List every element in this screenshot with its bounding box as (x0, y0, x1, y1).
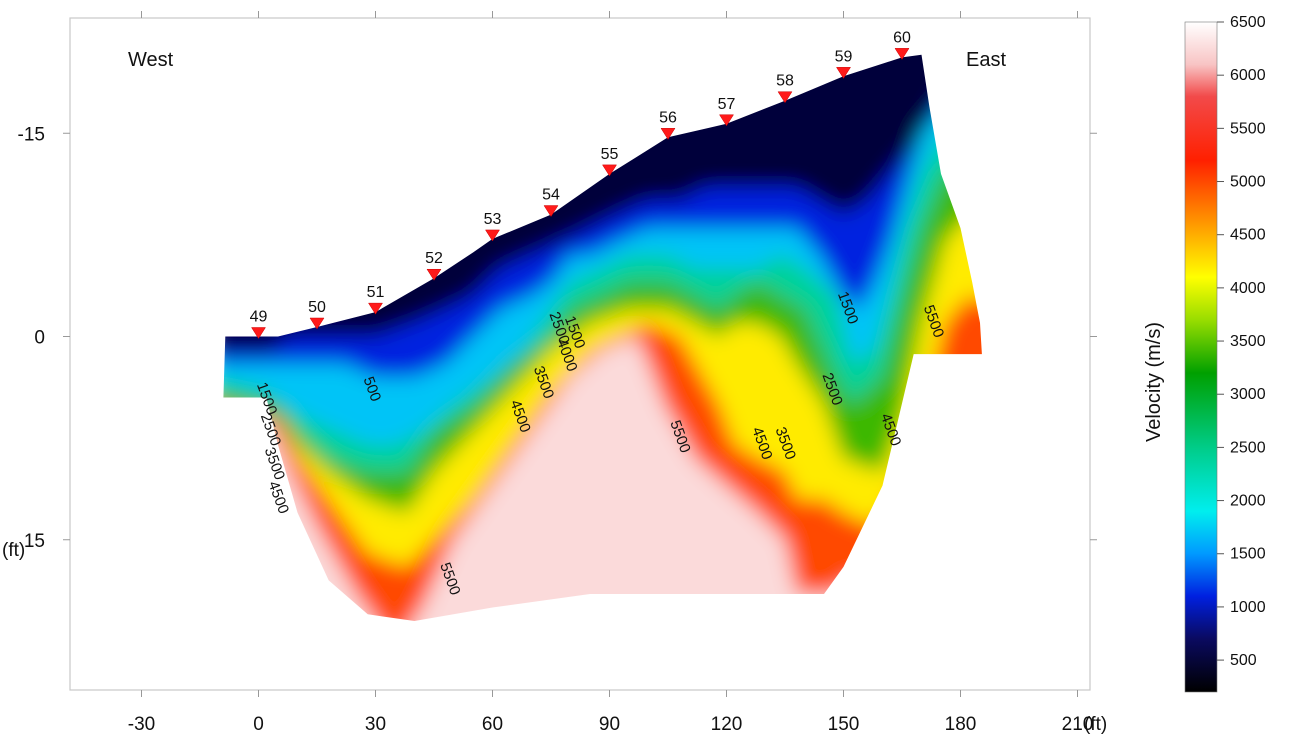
station-label: 53 (484, 211, 502, 228)
x-tick-label: 60 (482, 714, 503, 735)
x-tick-label: 120 (711, 714, 743, 735)
station-label: 57 (718, 96, 736, 113)
x-tick-labels: -30 0 30 60 90 120 150 180 210 (128, 714, 1094, 735)
x-unit-label: (ft) (1084, 714, 1107, 735)
x-tick-label: 150 (828, 714, 860, 735)
west-annotation: West (128, 49, 174, 71)
station-marker (368, 302, 383, 315)
colorbar-scale (1184, 21, 1218, 693)
colorbar-label: Velocity (m/s) (1143, 322, 1165, 442)
station-label: 60 (893, 29, 911, 46)
station-marker (309, 317, 325, 330)
x-tick-label: 180 (945, 714, 977, 735)
station-label: 51 (367, 284, 385, 301)
colorbar-tick-label: 5500 (1230, 120, 1266, 137)
x-tick-label: 30 (365, 714, 386, 735)
station-marker (836, 67, 851, 79)
station-label: 55 (601, 146, 619, 163)
colorbar-tick-label: 1500 (1230, 546, 1266, 563)
station-label: 50 (308, 299, 326, 316)
plot-frame (69, 17, 1091, 691)
station-label: 59 (835, 48, 853, 65)
colorbar-tick-label: 3500 (1230, 333, 1266, 350)
colorbar-tick-label: 3000 (1230, 386, 1266, 403)
station-marker (894, 48, 910, 60)
colorbar-tick-label: 4500 (1230, 227, 1266, 244)
station-marker (251, 327, 266, 339)
station-label: 58 (776, 73, 794, 90)
colorbar-tick-label: 6500 (1230, 14, 1266, 31)
axis-ticks (63, 11, 1097, 697)
y-tick-label: 15 (24, 531, 45, 552)
station-marker (426, 268, 442, 281)
station-label: 52 (425, 250, 443, 267)
velocity-field (223, 54, 982, 621)
colorbar-tick-label: 4000 (1230, 280, 1266, 297)
y-tick-label: 0 (34, 328, 45, 349)
x-tick-label: 0 (253, 714, 264, 735)
colorbar-tick-label: 5000 (1230, 174, 1266, 191)
x-tick-label: 90 (599, 714, 620, 735)
station-label: 56 (659, 109, 677, 126)
station-marker (485, 229, 500, 242)
east-annotation: East (966, 49, 1006, 71)
y-tick-labels: -15 0 15 (18, 124, 45, 552)
colorbar-tick-label: 6000 (1230, 67, 1266, 84)
colorbar-ticks: 500 1000 1500 2000 2500 3000 3500 4000 4500 5000 5… (1217, 14, 1266, 669)
station-marker (660, 128, 676, 140)
station-label: 54 (542, 187, 560, 204)
colorbar: 500 1000 1500 2000 2500 3000 3500 4000 4500 5000 5… (1143, 14, 1266, 693)
station-label: 49 (250, 309, 268, 326)
colorbar-tick-label: 2500 (1230, 439, 1266, 456)
colorbar-tick-label: 2000 (1230, 493, 1266, 510)
station-marker (543, 205, 559, 218)
station-markers: 49 50 51 52 53 54 55 56 57 58 59 60 (250, 29, 911, 339)
colorbar-tick-label: 1000 (1230, 599, 1266, 616)
station-marker (719, 114, 734, 127)
y-unit-label: (ft) (2, 540, 25, 561)
x-tick-label: 210 (1062, 714, 1094, 735)
x-tick-label: -30 (128, 714, 155, 735)
station-marker (777, 91, 793, 104)
contour-label: 4500 (265, 479, 292, 516)
station-marker (602, 164, 617, 177)
y-tick-label: -15 (18, 124, 45, 145)
colorbar-tick-label: 500 (1230, 652, 1257, 669)
